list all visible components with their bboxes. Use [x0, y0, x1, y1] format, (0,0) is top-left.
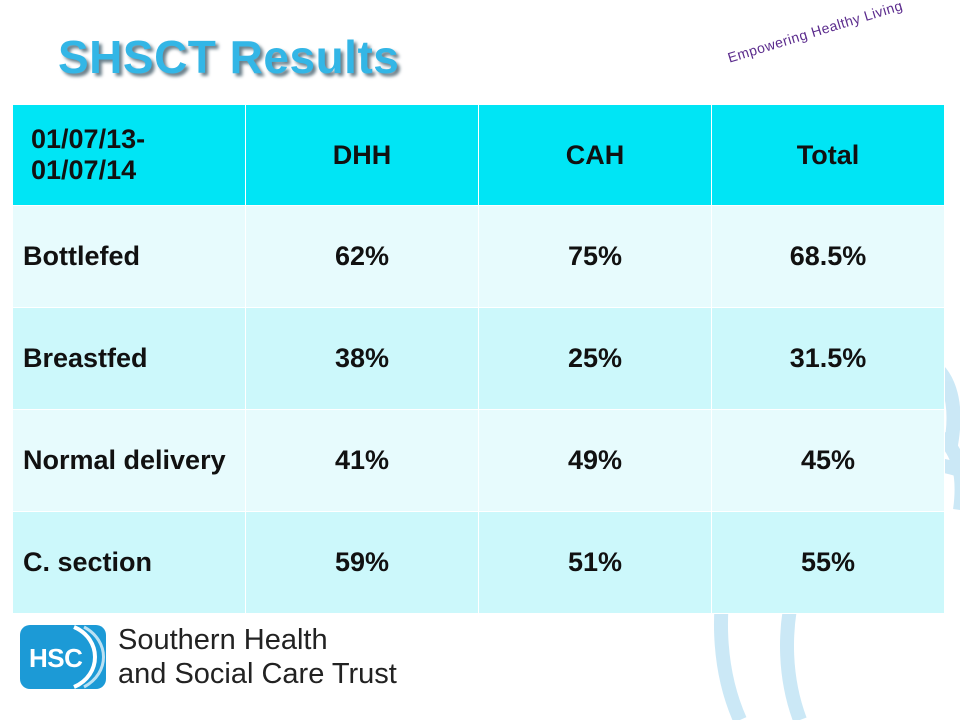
table-row: Bottlefed 62% 75% 68.5% — [12, 205, 945, 308]
cell-cah: 75% — [478, 205, 712, 308]
table-row: C. section 59% 51% 55% — [12, 511, 945, 614]
cell-total: 68.5% — [711, 205, 945, 308]
cell-total: 55% — [711, 511, 945, 614]
logo-arc-icon — [73, 625, 105, 689]
cell-total: 45% — [711, 409, 945, 512]
cell-cah: 49% — [478, 409, 712, 512]
header-period: 01/07/13-01/07/14 — [12, 104, 246, 206]
slide-title: SHSCT Results — [58, 31, 400, 83]
cell-dhh: 38% — [245, 307, 479, 410]
row-label: Breastfed — [12, 307, 246, 410]
row-label: C. section — [12, 511, 246, 614]
cell-cah: 51% — [478, 511, 712, 614]
row-label: Bottlefed — [12, 205, 246, 308]
header-cah: CAH — [478, 104, 712, 206]
hsc-logo: HSC — [20, 625, 106, 689]
footer-logo: HSC Southern Health and Social Care Trus… — [20, 622, 397, 692]
table-header-row: 01/07/13-01/07/14 DHH CAH Total — [12, 104, 945, 206]
org-name: Southern Health and Social Care Trust — [118, 623, 397, 691]
table-row: Breastfed 38% 25% 31.5% — [12, 307, 945, 410]
cell-dhh: 59% — [245, 511, 479, 614]
hsc-logo-text: HSC — [29, 643, 83, 673]
row-label: Normal delivery — [12, 409, 246, 512]
cell-dhh: 62% — [245, 205, 479, 308]
header-total: Total — [711, 104, 945, 206]
cell-cah: 25% — [478, 307, 712, 410]
org-name-line2: and Social Care Trust — [118, 658, 397, 690]
cell-dhh: 41% — [245, 409, 479, 512]
table-row: Normal delivery 41% 49% 45% — [12, 409, 945, 512]
results-table: 01/07/13-01/07/14 DHH CAH Total Bottlefe… — [12, 104, 945, 614]
tagline: Empowering Healthy Living — [725, 0, 905, 66]
org-name-line1: Southern Health — [118, 624, 328, 656]
cell-total: 31.5% — [711, 307, 945, 410]
header-dhh: DHH — [245, 104, 479, 206]
